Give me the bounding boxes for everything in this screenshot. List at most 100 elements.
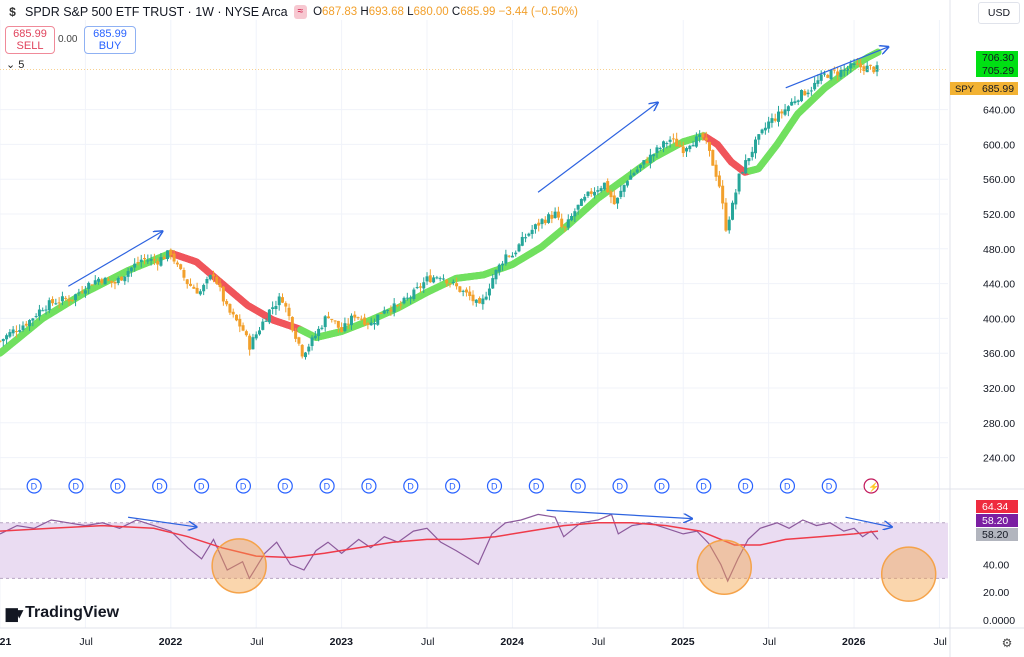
gear-icon[interactable]: ⚙ [1001,636,1013,650]
candle [343,323,347,332]
candle [671,138,675,140]
candle [576,204,580,210]
dividend-marker-label: D [240,482,247,492]
candle [297,337,301,344]
candle [195,287,199,294]
candle [412,289,416,300]
candle [685,148,689,152]
candle [681,146,685,154]
dividend-marker [486,478,503,494]
candle [740,172,744,174]
candle [635,169,639,173]
time-tick-label: Jul [592,636,605,648]
close-label: C [451,6,461,18]
indicators-toggle[interactable]: ⌄ 5 [6,58,24,71]
candle [428,275,432,283]
tradingview-logo[interactable]: ▆▾ TradingView [6,604,119,622]
high-value: 693.68 [368,6,404,18]
candle [655,147,659,154]
candle [688,145,692,150]
candle [760,129,764,134]
candle [701,133,705,138]
candle [514,252,518,255]
trend-arrow [68,231,162,287]
candle [136,262,140,264]
chevron-down-icon: ⌄ [6,59,16,71]
candle [399,304,403,306]
price-tick-label: 520.00 [983,209,1015,221]
dividend-marker-label: D [575,482,582,492]
candle [87,282,91,290]
candle [691,145,695,147]
chart-header: $ SPDR S&P 500 ETF TRUST · 1W · NYSE Arc… [6,5,578,19]
candle [822,73,826,75]
candle [468,291,472,296]
candle [208,275,212,280]
candle [435,277,439,279]
candle [54,303,58,305]
candle [744,160,748,174]
dividend-marker-label: D [617,482,624,492]
candle [402,297,406,304]
time-tick-label: 2026 [842,636,866,648]
dividend-marker [737,478,754,494]
candle [767,121,771,129]
candle [714,164,718,177]
candle [770,118,774,123]
candle [179,264,183,270]
candle [353,314,357,318]
candle [793,101,797,103]
sell-button[interactable]: 685.99 SELL [5,26,55,54]
spread-value: 0.00 [58,34,78,45]
dividend-marker-label: D [784,482,791,492]
candle [533,224,537,230]
candle [356,317,360,319]
data-badge[interactable]: ≈ [293,5,308,19]
dividend-marker [696,478,712,494]
candle [474,299,478,303]
candle [504,254,508,264]
candle [639,164,643,168]
candle [711,150,715,166]
price-label-box [976,82,1018,95]
candle [717,175,721,187]
candle [612,195,616,205]
dividend-marker-label: D [31,482,38,492]
lightning-icon [863,478,879,494]
candle [235,314,239,321]
dividend-marker [403,478,419,494]
candle [481,298,485,305]
candle [251,337,255,350]
candle [228,304,232,313]
candle [491,278,495,289]
candle [264,320,268,322]
currency-button[interactable]: USD [978,2,1020,24]
close-value: 685.99 [460,6,496,18]
candle [859,63,863,68]
candle [737,173,741,192]
buy-button[interactable]: 685.99 BUY [84,26,136,54]
highlight-circle [880,546,937,602]
candle [409,297,413,299]
candle [386,309,390,311]
candle [583,196,587,201]
candle [18,330,22,332]
spdr-logo-icon: $ [9,5,16,19]
symbol-title[interactable]: SPDR S&P 500 ETF TRUST · 1W · NYSE Arca [25,5,288,19]
candle [484,296,488,300]
symbol-tag-label: SPY [955,84,975,95]
candle [547,214,551,223]
candle [734,192,738,205]
candle [451,281,455,283]
candle [330,318,334,320]
candle [34,316,38,318]
open-label: O [313,6,323,18]
candle [346,323,350,325]
candle [461,290,465,292]
buy-label: BUY [98,40,122,52]
candle [175,262,179,265]
dividend-marker [612,478,628,494]
candle [842,69,846,71]
rsi-value-box [976,528,1018,541]
